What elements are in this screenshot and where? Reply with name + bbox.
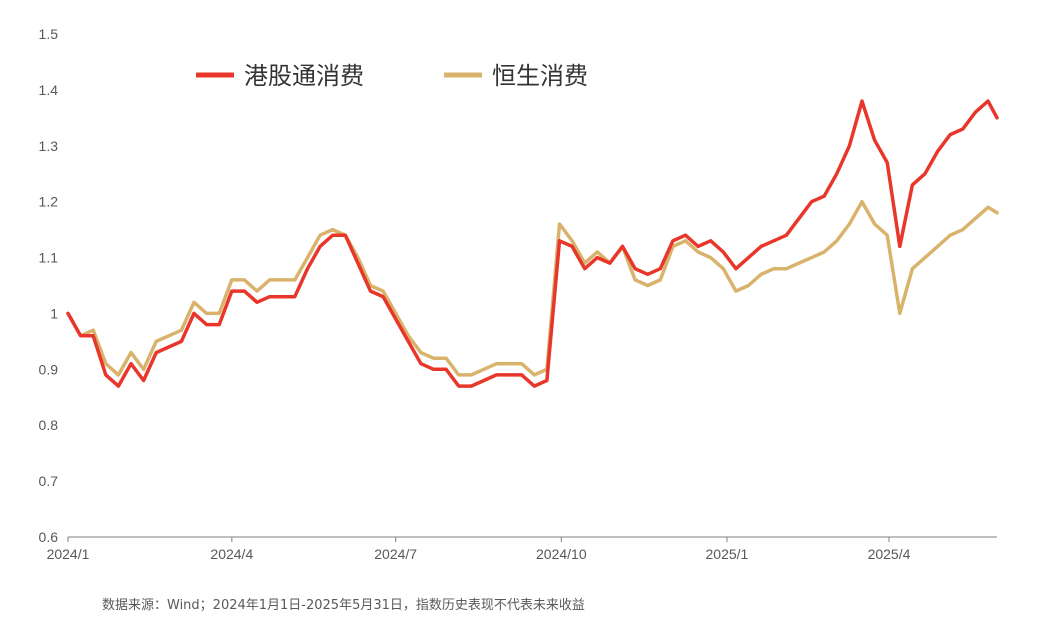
x-tick-label: 2024/10 (536, 546, 587, 562)
x-tick-label: 2025/4 (868, 546, 911, 562)
source-note: 数据来源：Wind；2024年1月1日-2025年5月31日，指数历史表现不代表… (102, 598, 585, 613)
y-tick-label: 0.7 (39, 473, 59, 489)
legend-label: 恒生消费 (492, 62, 588, 90)
x-axis: 2024/1 2024/4 2024/7 2024/10 2025/1 2025/4 (47, 536, 997, 562)
x-tick-label: 2025/1 (706, 546, 749, 562)
y-tick-label: 1.5 (39, 26, 59, 42)
y-tick-label: 1.4 (39, 82, 59, 98)
y-axis: 0.6 0.7 0.8 0.9 1 1.1 1.2 1.3 1.4 1.5 (39, 26, 59, 545)
series-lines (66, 99, 999, 388)
x-tick-label: 2024/7 (374, 546, 417, 562)
y-tick-label: 0.6 (39, 529, 59, 545)
y-tick-label: 1.2 (39, 194, 59, 210)
legend: 港股通消费 恒生消费 (196, 62, 588, 90)
x-tick-label: 2024/1 (47, 546, 90, 562)
series-line (66, 199, 999, 377)
y-tick-label: 0.9 (39, 361, 59, 377)
y-tick-label: 1 (50, 305, 58, 321)
y-tick-label: 1.1 (39, 250, 59, 266)
y-tick-label: 0.8 (39, 417, 59, 433)
legend-label: 港股通消费 (244, 62, 364, 90)
series-line (66, 99, 999, 388)
y-tick-label: 1.3 (39, 138, 59, 154)
x-tick-label: 2024/4 (210, 546, 253, 562)
